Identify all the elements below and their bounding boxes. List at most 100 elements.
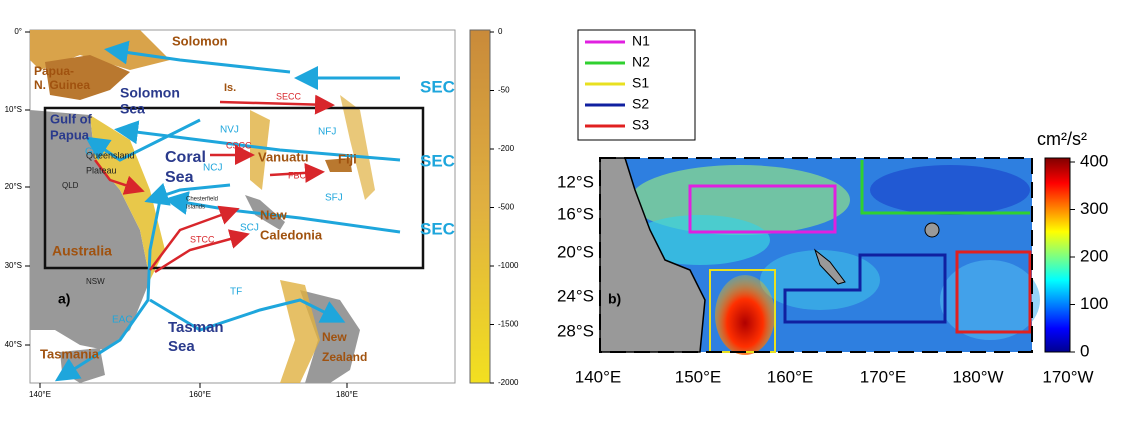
colorbar-label: 0	[1080, 341, 1089, 360]
colorbar-label: -1500	[498, 320, 519, 329]
map-label: Fiji	[338, 151, 357, 166]
blue-currents	[54, 40, 401, 382]
lat-label: 16°S	[557, 204, 594, 223]
map-label: NCJ	[203, 163, 222, 174]
lon-label: 160°E	[189, 390, 211, 399]
lon-label: 180°E	[336, 390, 358, 399]
map-label: Gulf of	[50, 111, 93, 126]
lat-label: 20°S	[557, 242, 594, 261]
map-label: TF	[230, 287, 242, 298]
map-label: Is.	[224, 82, 236, 94]
legend-label: S2	[632, 96, 649, 112]
map-label: SEC	[420, 219, 455, 238]
colorbar-label: 0	[498, 27, 503, 36]
legend-label: N1	[632, 33, 650, 49]
map-label: Coral	[165, 149, 206, 166]
legend-label: S1	[632, 75, 649, 91]
map-label: Caledonia	[260, 227, 323, 242]
lon-label: 140°E	[575, 367, 622, 386]
panel-a	[29, 29, 491, 384]
map-label: SEC	[420, 77, 455, 96]
colorbar-label: -200	[498, 144, 515, 153]
colorbar-label: -1000	[498, 261, 519, 270]
map-label: SCJ	[240, 223, 259, 234]
colorbar-label: -500	[498, 203, 515, 212]
colorbar-label: 400	[1080, 151, 1108, 170]
lon-label: 140°E	[29, 390, 51, 399]
field-patch	[940, 260, 1040, 340]
vanuatu-ridge	[250, 110, 270, 190]
colorbar-label: 100	[1080, 294, 1108, 313]
map-label: a)	[58, 291, 70, 307]
box-n2	[860, 160, 1030, 215]
lat-label: 0°	[14, 27, 22, 36]
lat-label: 20°S	[5, 182, 22, 191]
lon-label: 170°E	[860, 367, 907, 386]
lat-label: 30°S	[5, 261, 22, 270]
lon-label: 150°E	[675, 367, 722, 386]
panel-label: b)	[608, 291, 621, 307]
field-patch	[760, 250, 880, 310]
colorbar-label: -50	[498, 86, 510, 95]
legend-label: S3	[632, 117, 649, 133]
map-label: Tasmania	[40, 346, 100, 361]
map-label: Chesterfield	[186, 197, 218, 203]
colorbar-b	[1044, 157, 1071, 353]
map-label: NSW	[86, 277, 105, 286]
map-label: Tasman	[168, 319, 224, 336]
box-s3	[955, 250, 1032, 334]
map-label: SFJ	[325, 193, 343, 204]
map-label: SEC	[420, 151, 455, 170]
map-label: STCC	[190, 234, 215, 244]
lat-label: 24°S	[557, 286, 594, 305]
colorbar-label: 200	[1080, 246, 1108, 265]
box-s2	[783, 253, 947, 324]
map-label: CSCC	[226, 140, 252, 150]
map-label: NVJ	[220, 125, 239, 136]
map-frame	[599, 157, 1033, 353]
field-patch	[630, 215, 770, 265]
colorbar-a	[469, 29, 491, 384]
map-label: N. Guinea	[34, 78, 90, 92]
lat-label: 28°S	[557, 321, 594, 340]
lat-label: 40°S	[5, 340, 22, 349]
field-patch	[870, 165, 1030, 215]
map-label: New	[322, 330, 347, 344]
lat-label: 10°S	[5, 105, 22, 114]
map-label: NFJ	[318, 127, 336, 138]
tonga-ridge	[340, 95, 375, 200]
png-land	[45, 55, 130, 100]
australia	[30, 110, 150, 350]
map-label: SECC	[276, 91, 302, 101]
map-label: Papua	[50, 127, 90, 142]
box-n1	[688, 184, 837, 234]
legend-label: N2	[632, 54, 650, 70]
map-label: FBCC	[288, 170, 313, 180]
colorbar-units: cm²/s²	[1037, 129, 1087, 149]
map-label: QLD	[62, 181, 79, 190]
colorbar-label: -2000	[498, 378, 519, 387]
map-label: Vanuatu	[258, 149, 309, 164]
map-label: Islands	[186, 205, 205, 211]
colorbar-label: 300	[1080, 199, 1108, 218]
map-label: Solomon	[172, 33, 228, 48]
lon-label: 160°E	[767, 367, 814, 386]
map-label: Australia	[52, 243, 112, 259]
map-label: Plateau	[86, 165, 117, 175]
map-label: Sea	[168, 338, 195, 355]
fiji	[924, 222, 940, 238]
panel-b	[577, 29, 1071, 355]
fiji-land	[325, 158, 352, 172]
lat-label: 12°S	[557, 172, 594, 191]
map-label: Zealand	[322, 350, 367, 364]
map-label: EAC	[112, 315, 133, 326]
lon-label: 180°W	[952, 367, 1003, 386]
study-box	[43, 106, 425, 270]
map-label: New	[260, 207, 288, 222]
red-currents	[94, 94, 335, 274]
map-label: GPC	[85, 147, 107, 158]
map-label: Papua-	[34, 64, 74, 78]
new-caledonia	[813, 248, 846, 285]
map-label: Sea	[120, 101, 145, 117]
